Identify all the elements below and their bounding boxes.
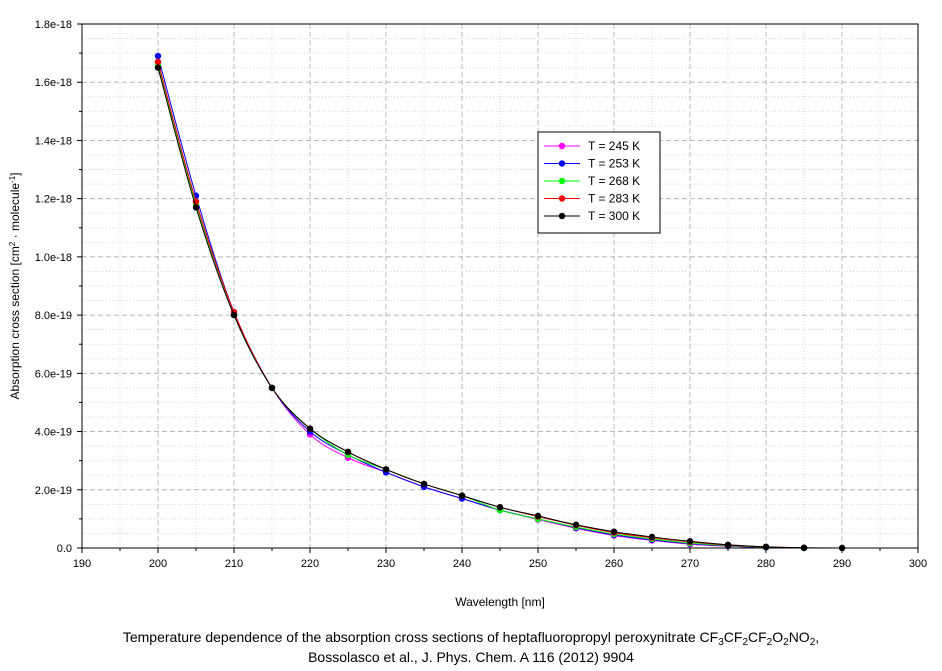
legend-marker	[558, 142, 566, 150]
x-tick-label: 240	[453, 558, 471, 570]
figure-caption-line2: Bossolasco et al., J. Phys. Chem. A 116 …	[308, 649, 634, 665]
legend-label: T = 283 K	[588, 192, 640, 206]
legend-label: T = 300 K	[588, 209, 640, 223]
data-point	[154, 52, 162, 60]
legend-marker	[558, 212, 566, 220]
x-tick-label: 300	[909, 558, 927, 570]
y-axis-label-end: ]	[8, 172, 22, 175]
y-tick-label: 1.0e-18	[35, 252, 72, 264]
y-tick-label: 0.0	[57, 543, 72, 555]
caption-text: ,	[815, 629, 820, 645]
data-point	[268, 384, 276, 392]
x-tick-label: 270	[681, 558, 699, 570]
data-point	[534, 512, 542, 520]
y-tick-label: 1.6e-18	[35, 77, 72, 89]
x-tick-label: 280	[757, 558, 775, 570]
x-tick-label: 250	[529, 558, 547, 570]
data-point	[154, 58, 162, 66]
data-point	[458, 492, 466, 499]
x-tick-label: 190	[73, 558, 91, 570]
legend-marker	[558, 195, 566, 202]
caption-text: NO	[788, 629, 810, 645]
y-tick-label: 2.0e-19	[35, 485, 72, 497]
data-point	[648, 533, 656, 541]
y-tick-label: 1.4e-18	[35, 135, 72, 147]
series-253k	[154, 52, 808, 552]
y-axis-label-sup1: 2	[8, 241, 17, 246]
caption-subscript: 3	[718, 637, 724, 648]
series-line	[157, 67, 843, 549]
legend-marker	[558, 177, 566, 185]
y-axis-label: Absorption cross section [cm2 · molecule…	[8, 172, 23, 399]
series-300k	[154, 64, 846, 552]
caption-subscript: 2	[809, 637, 816, 648]
legend-marker	[558, 160, 566, 167]
axis-ticks: 190 200 210 220 230 240 250 260 270 280 290 300 0.0 2…	[35, 19, 927, 570]
legend-label: T = 268 K	[588, 174, 640, 188]
x-tick-label: 220	[301, 558, 319, 570]
legend-label: T = 245 K	[588, 139, 640, 153]
data-point	[420, 480, 428, 488]
data-point	[572, 521, 580, 528]
data-point	[192, 204, 200, 211]
caption-text: CF	[723, 629, 743, 645]
caption-text: O	[772, 629, 784, 645]
series-line	[157, 55, 805, 549]
data-point	[686, 538, 694, 545]
data-point	[496, 504, 504, 511]
x-tick-label: 290	[833, 558, 851, 570]
data-point	[306, 425, 314, 432]
y-axis-label-sup2: -1	[8, 175, 17, 183]
y-tick-label: 1.2e-18	[35, 194, 72, 206]
data-point	[724, 541, 732, 548]
x-tick-label: 200	[149, 558, 167, 570]
y-tick-label: 6.0e-19	[35, 368, 72, 380]
grid	[81, 23, 919, 549]
series-245k	[154, 58, 808, 552]
data-point	[382, 466, 390, 473]
x-tick-label: 260	[605, 558, 623, 570]
y-axis-label-main: Absorption cross section [cm	[8, 246, 22, 399]
figure-caption-line1: Temperature dependence of the absorption…	[0, 627, 942, 653]
data-point	[154, 64, 162, 71]
series-268k	[154, 61, 808, 552]
y-tick-label: 8.0e-19	[35, 310, 72, 322]
x-tick-label: 230	[377, 558, 395, 570]
caption-subscript: 2	[742, 637, 748, 648]
legend: T = 245 K T = 253 K T = 268 K T = 283 K T = …	[537, 131, 661, 234]
caption-subscript: 2	[783, 637, 789, 648]
caption-text: CF	[748, 629, 767, 645]
chart: 190 200 210 220 230 240 250 260 270 280 290 300 0.0 2…	[8, 19, 928, 609]
y-axis-label-mid: · molecule	[8, 183, 22, 242]
y-tick-label: 4.0e-19	[35, 427, 72, 439]
data-point	[610, 528, 618, 535]
caption-subscript: 2	[766, 637, 773, 648]
data-point	[344, 448, 352, 456]
x-axis-label: Wavelength [nm]	[455, 595, 545, 609]
series-layer	[154, 52, 846, 552]
caption-text: Temperature dependence of the absorption…	[122, 629, 719, 645]
y-tick-label: 1.8e-18	[35, 19, 72, 31]
legend-label: T = 253 K	[588, 157, 640, 171]
data-point	[230, 311, 238, 319]
series-283k	[154, 58, 808, 551]
x-tick-label: 210	[225, 558, 243, 570]
